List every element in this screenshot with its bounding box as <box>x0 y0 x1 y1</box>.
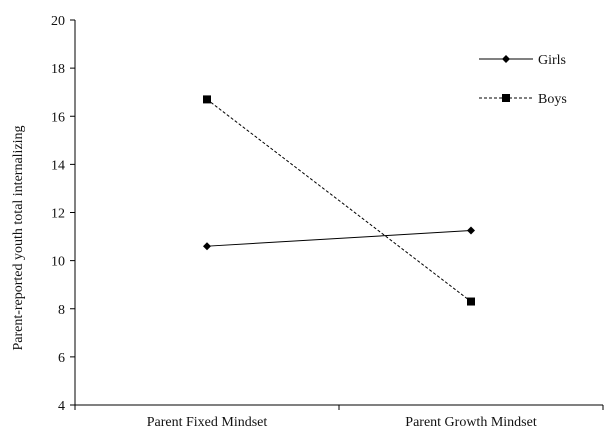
data-point-girls <box>203 242 211 251</box>
y-tick-label: 18 <box>51 62 65 77</box>
y-tick-label: 4 <box>58 399 65 414</box>
y-tick-label: 14 <box>51 158 65 173</box>
data-point-boys <box>203 95 211 104</box>
x-category-label: Parent Growth Mindset <box>405 415 537 430</box>
y-axis-title: Parent-reported youth total internalizin… <box>11 125 26 350</box>
y-tick-label: 20 <box>51 14 65 29</box>
y-tick-label: 10 <box>51 255 65 270</box>
y-ticks: 4 6 8 10 12 14 16 18 20 <box>51 14 75 414</box>
series-layer <box>203 95 475 306</box>
series-line-boys <box>206 99 472 302</box>
series-line-girls <box>206 230 472 247</box>
legend-label-boys: Boys <box>538 92 567 107</box>
y-tick-label: 12 <box>51 207 65 222</box>
axes <box>74 20 603 406</box>
series-boys <box>203 95 475 306</box>
legend-label-girls: Girls <box>538 53 566 68</box>
y-tick-label: 8 <box>58 303 65 318</box>
series-girls <box>203 226 475 251</box>
x-ticks: Parent Fixed Mindset Parent Growth Mindse… <box>74 405 604 430</box>
legend-item-boys: Boys <box>479 92 567 107</box>
data-point-girls <box>467 226 475 235</box>
data-point-boys <box>467 297 475 306</box>
legend-item-girls: Girls <box>479 53 566 68</box>
legend: Girls Boys <box>479 53 567 107</box>
legend-marker-girls <box>502 55 510 63</box>
y-tick-label: 6 <box>58 351 65 366</box>
x-category-label: Parent Fixed Mindset <box>147 415 268 430</box>
legend-marker-boys <box>502 94 510 102</box>
y-tick-label: 16 <box>51 110 65 125</box>
